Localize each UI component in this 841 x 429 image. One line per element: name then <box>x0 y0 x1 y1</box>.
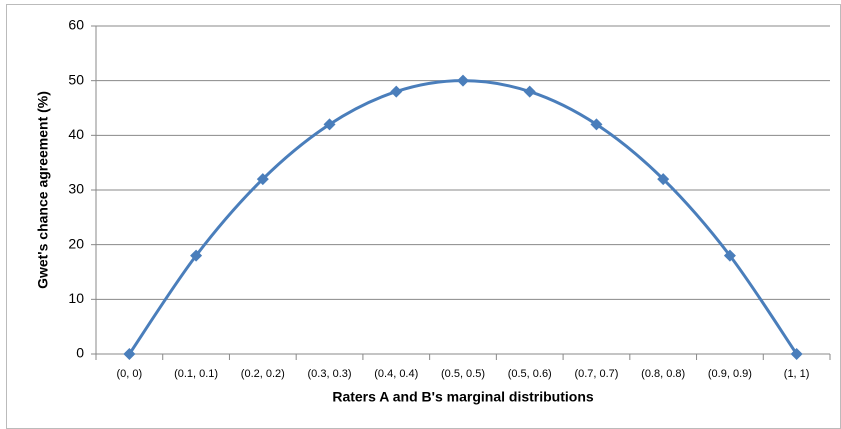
marker <box>190 249 203 262</box>
x-tick-label: (0.2, 0.2) <box>241 368 285 380</box>
x-tick-label: (0.5, 0.6) <box>508 368 552 380</box>
x-tick-label: (0.8, 0.8) <box>641 368 685 380</box>
y-tick-label: 20 <box>68 235 84 251</box>
y-axis-title: Gwet's chance agreement (%) <box>35 91 51 289</box>
y-tick-label: 0 <box>76 345 84 361</box>
y-tick-label: 30 <box>68 181 84 197</box>
x-tick-label: (0, 0) <box>117 368 143 380</box>
marker <box>123 348 136 360</box>
x-tick-label: (0.9, 0.9) <box>708 368 752 380</box>
marker <box>590 118 603 131</box>
chart-frame <box>6 4 841 429</box>
x-tick-label: (0.1, 0.1) <box>174 368 218 380</box>
y-tick-label: 10 <box>68 290 84 306</box>
x-tick-label: (0.5, 0.5) <box>441 368 485 380</box>
y-tick-label: 50 <box>68 71 84 87</box>
marker <box>790 348 803 360</box>
marker <box>256 173 269 186</box>
x-tick-label: (0.3, 0.3) <box>308 368 352 380</box>
x-tick-label: (1, 1) <box>784 368 810 380</box>
marker <box>390 85 403 98</box>
x-axis-title: Raters A and B's marginal distributions <box>332 389 594 405</box>
marker <box>323 118 336 131</box>
marker <box>723 249 736 262</box>
x-tick-label: (0.7, 0.7) <box>574 368 618 380</box>
y-tick-label: 60 <box>68 17 84 33</box>
y-tick-label: 40 <box>68 126 84 142</box>
marker <box>657 173 670 186</box>
marker <box>457 74 469 87</box>
marker <box>523 85 536 98</box>
x-tick-label: (0.4, 0.4) <box>374 368 418 380</box>
line <box>128 79 798 355</box>
